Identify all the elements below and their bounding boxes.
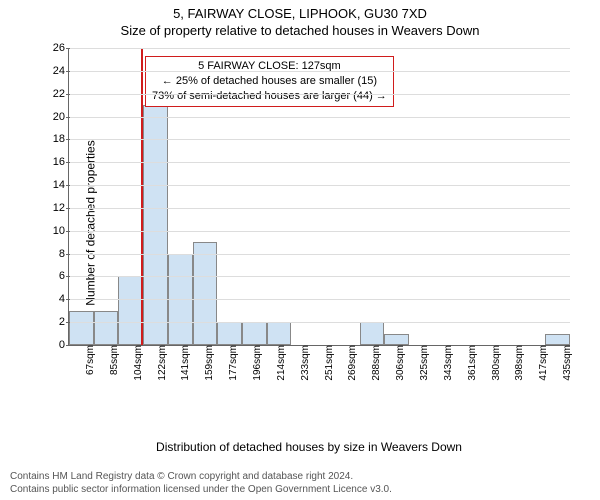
bar — [94, 311, 119, 345]
callout-box: 5 FAIRWAY CLOSE: 127sqm ← 25% of detache… — [145, 56, 394, 107]
x-tick-label: 104sqm — [127, 345, 144, 381]
y-tick-label: 18 — [53, 133, 69, 145]
x-tick-label: 380sqm — [485, 345, 502, 381]
footer-line1: Contains HM Land Registry data © Crown c… — [10, 470, 392, 483]
bar — [217, 322, 242, 345]
x-tick-label: 343sqm — [437, 345, 454, 381]
x-tick-label: 177sqm — [222, 345, 239, 381]
y-tick-label: 2 — [59, 316, 69, 328]
y-tick-label: 26 — [53, 42, 69, 54]
x-tick-label: 233sqm — [294, 345, 311, 381]
gridline — [69, 254, 570, 255]
bar — [267, 322, 292, 345]
page-title: 5, FAIRWAY CLOSE, LIPHOOK, GU30 7XD — [0, 0, 600, 21]
gridline — [69, 276, 570, 277]
property-marker-line — [141, 48, 143, 345]
bar — [545, 334, 570, 345]
bar — [143, 105, 168, 345]
bar — [69, 311, 94, 345]
bar — [193, 242, 218, 345]
y-tick-label: 20 — [53, 111, 69, 123]
plot-area: 5 FAIRWAY CLOSE: 127sqm ← 25% of detache… — [68, 48, 570, 346]
x-tick-label: 288sqm — [365, 345, 382, 381]
gridline — [69, 94, 570, 95]
gridline — [69, 231, 570, 232]
footer-line2: Contains public sector information licen… — [10, 483, 392, 496]
x-tick-label: 141sqm — [174, 345, 191, 381]
x-tick-label: 398sqm — [508, 345, 525, 381]
gridline — [69, 48, 570, 49]
gridline — [69, 208, 570, 209]
x-tick-label: 269sqm — [341, 345, 358, 381]
x-tick-label: 196sqm — [246, 345, 263, 381]
x-tick-label: 361sqm — [461, 345, 478, 381]
x-tick-label: 122sqm — [151, 345, 168, 381]
bar — [384, 334, 409, 345]
x-tick-label: 85sqm — [103, 345, 120, 375]
gridline — [69, 162, 570, 163]
x-tick-label: 435sqm — [556, 345, 573, 381]
y-tick-label: 14 — [53, 179, 69, 191]
x-tick-label: 325sqm — [413, 345, 430, 381]
gridline — [69, 185, 570, 186]
x-tick-label: 159sqm — [198, 345, 215, 381]
y-tick-label: 24 — [53, 65, 69, 77]
y-tick-label: 12 — [53, 202, 69, 214]
histogram-chart: Number of detached properties 5 FAIRWAY … — [38, 48, 580, 398]
gridline — [69, 117, 570, 118]
y-tick-label: 4 — [59, 293, 69, 305]
gridline — [69, 71, 570, 72]
gridline — [69, 139, 570, 140]
x-tick-label: 251sqm — [318, 345, 335, 381]
bar — [360, 322, 385, 345]
x-tick-label: 214sqm — [270, 345, 287, 381]
y-tick-label: 6 — [59, 270, 69, 282]
gridline — [69, 299, 570, 300]
x-tick-label: 306sqm — [389, 345, 406, 381]
bar — [118, 276, 143, 345]
page-subtitle: Size of property relative to detached ho… — [0, 21, 600, 38]
y-tick-label: 10 — [53, 225, 69, 237]
y-tick-label: 16 — [53, 156, 69, 168]
footer: Contains HM Land Registry data © Crown c… — [10, 470, 392, 496]
bar — [242, 322, 267, 345]
gridline — [69, 322, 570, 323]
x-axis-label: Distribution of detached houses by size … — [156, 440, 462, 454]
y-tick-label: 22 — [53, 88, 69, 100]
x-tick-label: 417sqm — [532, 345, 549, 381]
callout-line3: 73% of semi-detached houses are larger (… — [152, 89, 387, 104]
y-tick-label: 8 — [59, 248, 69, 260]
x-tick-label: 67sqm — [79, 345, 96, 375]
callout-line2: ← 25% of detached houses are smaller (15… — [152, 74, 387, 89]
y-tick-label: 0 — [59, 339, 69, 351]
